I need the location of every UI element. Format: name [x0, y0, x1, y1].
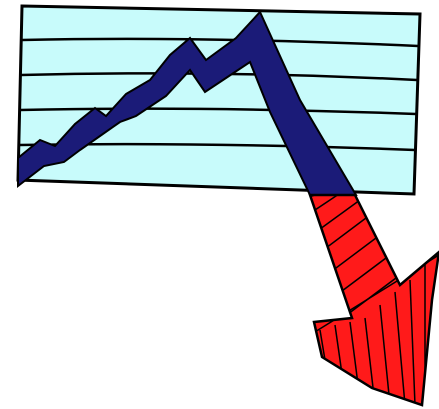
chart-panel — [16, 4, 422, 196]
down-arrow — [308, 193, 439, 407]
